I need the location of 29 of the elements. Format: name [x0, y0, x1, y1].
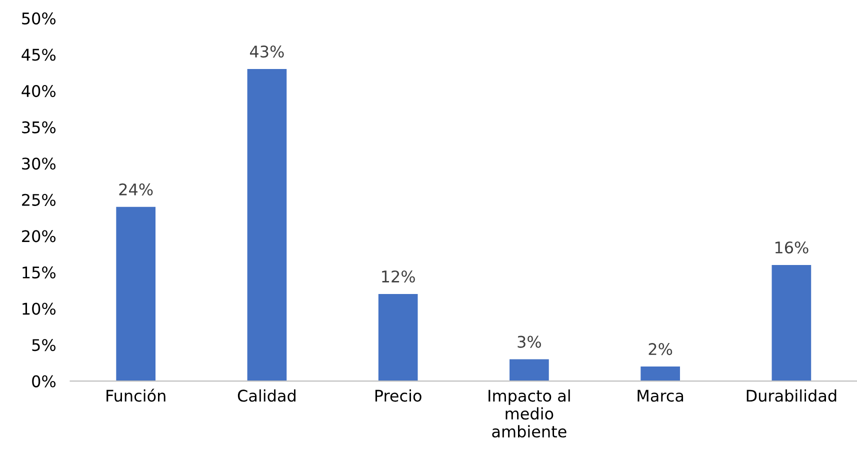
- y-tick-label: 20%: [22, 230, 56, 242]
- data-label: 16%: [775, 241, 808, 254]
- bar: [116, 206, 156, 382]
- y-tick-label: 30%: [22, 158, 56, 170]
- y-tick-label: 15%: [22, 266, 56, 279]
- y-tick-label: 35%: [22, 121, 56, 134]
- data-label: 3%: [518, 336, 541, 348]
- bar: [640, 366, 680, 382]
- x-tick-label: Marca: [638, 390, 684, 402]
- y-tick-label: 10%: [22, 302, 56, 315]
- bar: [378, 294, 418, 382]
- data-label: 43%: [250, 46, 284, 58]
- x-tick-label: Función: [106, 388, 166, 402]
- data-label: 24%: [119, 183, 153, 196]
- y-tick-label: 0%: [32, 375, 56, 388]
- y-tick-label: 50%: [22, 12, 56, 25]
- data-label: 2%: [648, 343, 672, 356]
- bar: [247, 69, 287, 382]
- y-tick-label: 25%: [22, 194, 56, 206]
- x-tick-label: Calidad: [238, 389, 296, 402]
- x-tick-label: Durabilidad: [746, 389, 836, 402]
- bar: [772, 264, 812, 382]
- y-tick-label: 5%: [32, 339, 56, 352]
- x-tick-label: Impacto al medio ambiente: [488, 389, 570, 438]
- data-label: 12%: [382, 270, 415, 283]
- bar: [510, 359, 549, 382]
- y-tick-label: 40%: [22, 85, 56, 98]
- y-tick-label: 45%: [22, 48, 56, 61]
- x-tick-label: Precio: [375, 389, 422, 402]
